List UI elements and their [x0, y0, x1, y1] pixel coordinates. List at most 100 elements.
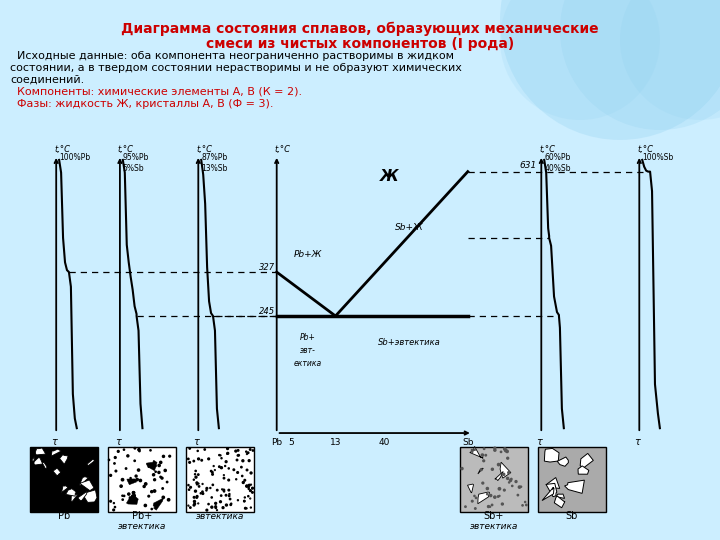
Circle shape — [474, 449, 475, 450]
Circle shape — [487, 494, 488, 495]
Circle shape — [243, 501, 245, 502]
Polygon shape — [470, 447, 483, 458]
Circle shape — [122, 495, 123, 496]
Circle shape — [206, 488, 208, 489]
Circle shape — [206, 490, 207, 491]
Circle shape — [220, 495, 222, 496]
Circle shape — [240, 467, 242, 468]
Circle shape — [211, 497, 212, 498]
Circle shape — [486, 488, 488, 490]
Circle shape — [208, 458, 210, 460]
Circle shape — [248, 488, 249, 489]
Circle shape — [229, 494, 230, 495]
Circle shape — [249, 449, 251, 450]
Polygon shape — [146, 460, 157, 471]
Circle shape — [487, 505, 490, 508]
Text: Pb+: Pb+ — [300, 333, 316, 342]
Circle shape — [250, 472, 252, 474]
Text: 13%Sb: 13%Sb — [201, 164, 228, 173]
Text: t,°C: t,°C — [118, 145, 134, 154]
Text: Sb: Sb — [462, 438, 474, 447]
Circle shape — [217, 489, 218, 491]
Text: Pb: Pb — [58, 511, 70, 521]
Circle shape — [206, 509, 208, 511]
Polygon shape — [478, 492, 490, 504]
Polygon shape — [542, 488, 554, 501]
Circle shape — [491, 468, 493, 470]
Circle shape — [127, 493, 130, 495]
Circle shape — [215, 507, 217, 509]
Polygon shape — [153, 498, 163, 510]
Circle shape — [494, 496, 496, 498]
Circle shape — [498, 488, 500, 490]
Circle shape — [190, 487, 192, 488]
Circle shape — [134, 460, 135, 462]
Text: 13: 13 — [330, 438, 341, 447]
Circle shape — [248, 484, 250, 486]
Circle shape — [494, 449, 496, 451]
Circle shape — [125, 468, 127, 469]
Polygon shape — [42, 462, 47, 469]
Circle shape — [162, 488, 163, 489]
Circle shape — [162, 496, 164, 498]
Circle shape — [244, 497, 246, 498]
Circle shape — [500, 451, 502, 453]
Circle shape — [158, 471, 160, 474]
Circle shape — [223, 477, 225, 479]
Circle shape — [117, 450, 120, 453]
Circle shape — [130, 477, 131, 479]
Circle shape — [242, 460, 244, 462]
Circle shape — [474, 495, 475, 496]
Circle shape — [208, 503, 210, 505]
Circle shape — [483, 460, 485, 462]
Text: Sb+Ж: Sb+Ж — [395, 223, 423, 232]
Circle shape — [193, 479, 194, 480]
Circle shape — [235, 450, 237, 452]
Circle shape — [500, 0, 720, 140]
Polygon shape — [71, 495, 78, 502]
Polygon shape — [127, 479, 137, 485]
Circle shape — [251, 487, 253, 489]
Circle shape — [201, 460, 202, 461]
Circle shape — [250, 498, 251, 499]
Circle shape — [163, 455, 164, 457]
Circle shape — [220, 455, 221, 456]
Circle shape — [109, 501, 112, 502]
Circle shape — [212, 471, 213, 473]
Circle shape — [212, 474, 213, 475]
Circle shape — [109, 475, 112, 476]
Bar — [538, 447, 606, 512]
Text: Sb+эвтектика: Sb+эвтектика — [377, 338, 441, 347]
Circle shape — [194, 503, 196, 505]
Circle shape — [242, 475, 243, 477]
Polygon shape — [84, 490, 97, 502]
Circle shape — [195, 470, 197, 471]
Circle shape — [225, 461, 227, 463]
Circle shape — [248, 487, 249, 488]
Circle shape — [138, 469, 140, 471]
Circle shape — [132, 491, 135, 494]
Circle shape — [507, 477, 508, 480]
Circle shape — [236, 459, 238, 461]
Circle shape — [248, 496, 249, 497]
Bar — [108, 447, 176, 512]
Polygon shape — [556, 494, 564, 498]
Circle shape — [227, 453, 228, 454]
Circle shape — [123, 449, 125, 450]
Circle shape — [213, 465, 214, 467]
Text: 60%Pb: 60%Pb — [544, 153, 571, 162]
Polygon shape — [35, 448, 46, 455]
Circle shape — [197, 458, 199, 460]
Polygon shape — [80, 480, 94, 491]
Text: 245: 245 — [258, 307, 275, 316]
Polygon shape — [60, 455, 68, 464]
Circle shape — [139, 480, 142, 482]
Circle shape — [501, 503, 503, 505]
Text: t,°C: t,°C — [539, 145, 555, 154]
Circle shape — [168, 455, 171, 457]
Text: Диаграмма состояния сплавов, образующих механические: Диаграмма состояния сплавов, образующих … — [121, 22, 599, 36]
Circle shape — [127, 455, 129, 457]
Circle shape — [148, 466, 149, 467]
Text: 5: 5 — [289, 438, 294, 447]
Circle shape — [485, 455, 487, 456]
